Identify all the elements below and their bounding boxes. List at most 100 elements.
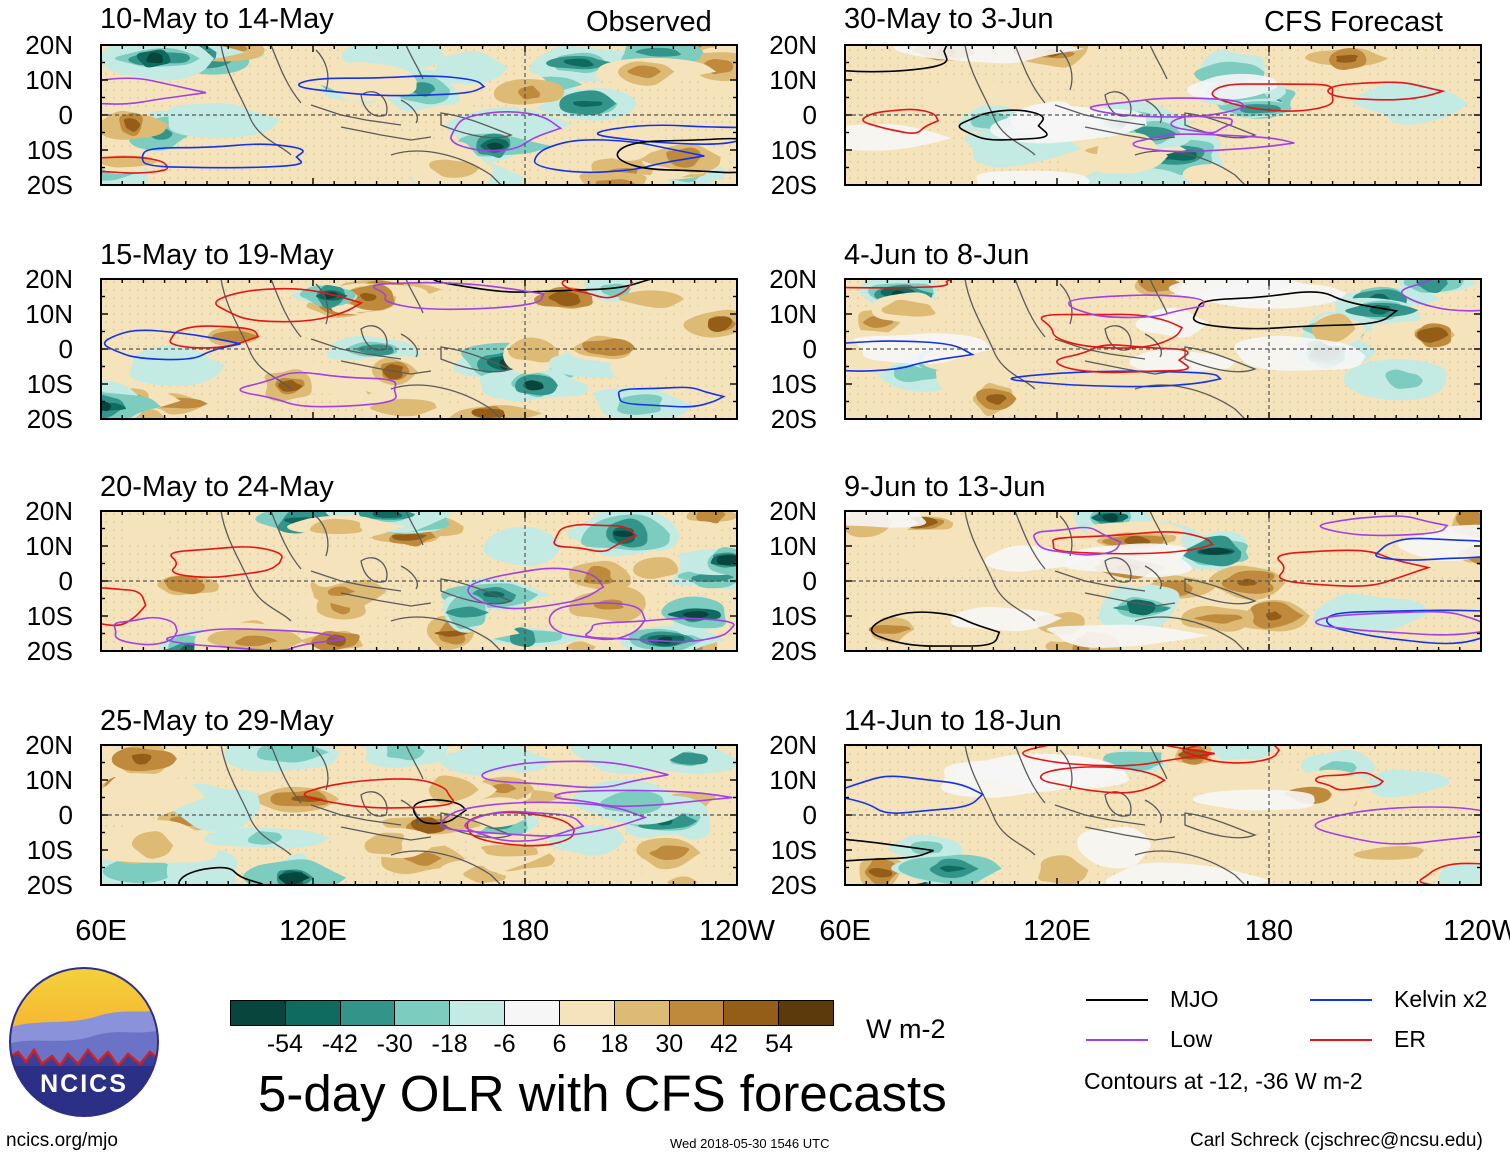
- lat-label: 10N: [25, 65, 73, 95]
- wave-contour: [554, 789, 733, 808]
- lat-label: 0: [59, 800, 73, 830]
- wave-contour: [1277, 549, 1432, 587]
- lat-label: 20S: [27, 170, 73, 200]
- forecast-label: CFS Forecast: [1264, 6, 1443, 38]
- wave-contour: [101, 77, 207, 105]
- figure-title: 5-day OLR with CFS forecasts: [258, 1065, 947, 1122]
- map-panel: 20N 10N 0 10S 20S: [25, 496, 738, 666]
- colorbar-tick: -42: [321, 1030, 358, 1058]
- wave-contour: [1067, 294, 1205, 319]
- panel-date-range: 15-May to 19-May: [100, 239, 334, 271]
- colorbar-tick: 54: [765, 1030, 793, 1058]
- observed-label: Observed: [586, 6, 712, 38]
- lon-label: 180: [1245, 915, 1293, 947]
- lat-label: 10S: [771, 835, 817, 865]
- colorbar-swatch: [669, 1001, 725, 1025]
- legend-label: MJO: [1170, 986, 1219, 1012]
- colorbar-swatch: [614, 1001, 670, 1025]
- wave-contour: [845, 838, 934, 862]
- lat-label: 20S: [27, 636, 73, 666]
- wave-contour: [372, 281, 545, 311]
- lat-label: 10N: [25, 299, 73, 329]
- wave-contour: [845, 775, 984, 814]
- lon-label: 120E: [1023, 915, 1091, 947]
- author-credit: Carl Schreck (cjschrec@ncsu.edu): [1190, 1130, 1483, 1151]
- wave-contour: [481, 760, 669, 789]
- colorbar: [230, 1000, 834, 1028]
- wave-contour: [958, 109, 1048, 141]
- lat-label: 20S: [27, 404, 73, 434]
- coastline: [220, 511, 513, 651]
- wave-contour: [1056, 344, 1189, 374]
- panel-date-range: 14-Jun to 18-Jun: [844, 705, 1062, 737]
- panel-date-range: 20-May to 24-May: [100, 471, 334, 503]
- colorbar-tick: 42: [710, 1030, 739, 1058]
- lon-label: 180: [501, 915, 549, 947]
- colorbar-swatch: [505, 1001, 560, 1025]
- wave-contour: [1314, 771, 1385, 791]
- lat-label: 10N: [769, 765, 817, 795]
- lat-label: 10S: [27, 601, 73, 631]
- wave-contour: [239, 371, 397, 408]
- legend-note: Contours at -12, -36 W m-2: [1084, 1068, 1363, 1094]
- legend-label: Low: [1170, 1026, 1213, 1052]
- wave-contour: [141, 143, 304, 169]
- colorbar-tick-labels: -54 -42 -30 -18 -6 6 18 30 42 54: [230, 1030, 834, 1062]
- wave-contour: [616, 137, 737, 174]
- lat-label: 0: [803, 800, 817, 830]
- panel-date-range: 25-May to 29-May: [100, 705, 334, 737]
- wave-contour: [412, 798, 468, 825]
- legend: MJO Kelvin x2 Low ER: [1086, 986, 1506, 1096]
- site-url[interactable]: ncics.org/mjo: [6, 1130, 118, 1151]
- lat-label: 20N: [25, 730, 73, 760]
- wave-contour: [1315, 610, 1481, 636]
- lat-label: 10N: [25, 765, 73, 795]
- lon-label: 120W: [699, 915, 775, 947]
- colorbar-tick: 6: [552, 1030, 567, 1058]
- lon-label: 60E: [75, 915, 127, 947]
- legend-line-swatch: [1086, 1038, 1148, 1041]
- wave-contour: [1052, 531, 1214, 555]
- map-panel: 20N 10N 0 10S 20S: [769, 496, 1482, 666]
- lon-label: 120W: [1443, 915, 1510, 947]
- lat-label: 20N: [25, 264, 73, 294]
- lat-label: 10S: [771, 601, 817, 631]
- coastline: [964, 45, 1257, 185]
- colorbar-swatch: [231, 1001, 286, 1025]
- legend-line-swatch: [1086, 998, 1148, 1001]
- coastline: [220, 279, 513, 419]
- coastline: [964, 279, 1257, 419]
- colorbar-tick: -30: [376, 1030, 413, 1058]
- wave-contour: [596, 124, 737, 145]
- wave-contour: [1319, 515, 1449, 537]
- lat-label: 20N: [25, 30, 73, 60]
- colorbar-tick: 30: [655, 1030, 684, 1058]
- lat-label: 0: [803, 334, 817, 364]
- colorbar-tick: 18: [600, 1030, 629, 1058]
- lat-label: 10N: [769, 65, 817, 95]
- panel-date-range: 4-Jun to 8-Jun: [844, 239, 1030, 271]
- lat-label: 20N: [25, 496, 73, 526]
- lat-label: 10S: [771, 369, 817, 399]
- wave-contour: [617, 386, 726, 408]
- wave-contour: [1326, 609, 1481, 645]
- wave-contour: [870, 611, 1001, 647]
- map-panel: 20N 10N 0 10S 20S: [769, 730, 1482, 900]
- wave-contour: [845, 279, 954, 289]
- wave-contour: [1089, 97, 1247, 118]
- colorbar-swatch: [285, 1001, 341, 1025]
- ncics-logo: NCICS: [9, 967, 159, 1117]
- colorbar-swatch: [340, 1001, 396, 1025]
- wave-contour: [1040, 313, 1184, 349]
- wave-contour: [215, 287, 364, 323]
- wave-contour: [585, 617, 735, 643]
- wave-contour: [1033, 526, 1122, 556]
- map-panel: 20N 10N 0 10S 20S: [769, 264, 1482, 434]
- lat-label: 10N: [25, 531, 73, 561]
- lat-label: 10N: [769, 531, 817, 561]
- map-panel: 20N 10N 0 10S 20S: [25, 264, 738, 434]
- panel-date-range: 9-Jun to 13-Jun: [844, 471, 1046, 503]
- lat-label: 20S: [771, 170, 817, 200]
- lat-label: 10S: [771, 135, 817, 165]
- lat-label: 0: [803, 100, 817, 130]
